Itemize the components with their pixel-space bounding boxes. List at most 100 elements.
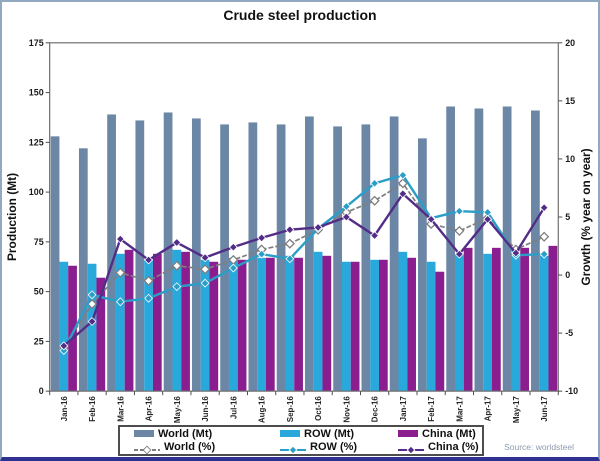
x-label-may-17: May-17: [512, 396, 521, 424]
legend-label-row-mt: ROW (Mt): [304, 427, 355, 440]
bar-world-mt-aug-16: [248, 122, 258, 392]
x-label-oct-16: Oct-16: [314, 396, 323, 421]
point-row-jan-16: [59, 346, 69, 355]
bar-row-mt-mar-17: [454, 253, 464, 392]
point-row-may-16: [172, 282, 182, 292]
bar-world-mt-oct-16: [304, 116, 314, 392]
bar-china-mt-aug-16: [265, 257, 275, 392]
legend-item-china-mt: China (Mt): [398, 428, 494, 440]
bar-row-mt-aug-16: [257, 257, 266, 392]
bar-china-mt-mar-16: [124, 249, 134, 392]
point-world-mar-17: [454, 225, 465, 237]
world-bar-swatch: [134, 430, 154, 438]
point-row-jan-17: [398, 170, 408, 180]
x-axis: Jan-16 Feb-16 Mar-16 Apr-16 May-16 Jun-16 Jul-…: [49, 391, 559, 424]
right-axis: -10 -5 0 5 10 15 20: [558, 38, 578, 396]
line-row: [62, 173, 545, 352]
point-china-apr-17: [483, 214, 493, 224]
bar-china-mt-nov-16: [350, 261, 360, 392]
x-label-jul-16: Jul-16: [229, 396, 238, 420]
point-china-jun-16: [200, 253, 210, 263]
point-china-aug-16: [257, 233, 267, 243]
bar-china-mt-sep-16: [294, 257, 303, 392]
bar-row-mt-oct-16: [313, 251, 323, 392]
bar-row-mt-may-17: [511, 253, 521, 392]
point-world-dec-16: [369, 195, 380, 206]
left-axis: 0 25 50 75 100 125 150 175: [29, 38, 50, 396]
right-tick-label: 0: [565, 270, 570, 280]
x-label-jun-17: Jun-17: [540, 396, 549, 422]
point-world-jun-16: [199, 264, 211, 275]
bar-world-mt-jan-17: [389, 116, 399, 392]
bar-world-mt-mar-16: [107, 114, 116, 392]
point-china-nov-16: [341, 212, 351, 222]
x-label-mar-17: Mar-17: [455, 396, 464, 422]
line-swatch-glyph: [398, 445, 424, 455]
left-tick-label: 175: [29, 38, 44, 48]
point-row-jul-16: [228, 263, 238, 273]
series-row-mt: [59, 249, 549, 392]
line-swatch-glyph: [280, 445, 306, 455]
point-world-apr-16: [143, 275, 154, 286]
left-tick-label: 100: [29, 187, 44, 197]
bar-china-mt-may-17: [520, 247, 529, 392]
point-china-may-17: [511, 248, 521, 258]
point-world-mar-16: [115, 267, 126, 278]
point-china-may-16: [172, 238, 182, 247]
point-world-jun-17: [539, 231, 550, 242]
right-tick-label: 15: [565, 96, 575, 106]
bar-world-mt-may-16: [163, 112, 173, 392]
x-label-feb-17: Feb-17: [427, 396, 436, 422]
bar-world-mt-jul-16: [220, 124, 229, 392]
legend-item-world-mt: World (Mt): [134, 428, 280, 440]
point-china-jan-16: [59, 341, 69, 351]
bar-china-mt-jul-16: [237, 259, 247, 392]
point-china-sep-16: [285, 225, 295, 235]
bar-row-mt-sep-16: [285, 255, 295, 392]
bar-world-mt-apr-17: [474, 108, 484, 392]
right-tick-label: -10: [565, 386, 578, 396]
bar-china-mt-jan-16: [68, 265, 77, 392]
point-row-jun-17: [539, 249, 549, 259]
source-caption: Source: worldsteel: [504, 442, 574, 452]
point-world-sep-16: [284, 238, 295, 249]
row-bar-swatch: [280, 430, 300, 438]
bar-china-mt-feb-16: [96, 277, 106, 392]
bar-row-mt-jan-17: [398, 251, 408, 392]
legend-item-world-pct: World (%): [134, 441, 280, 455]
world-line-swatch: [134, 442, 160, 455]
point-row-jun-16: [200, 278, 210, 288]
chart-title: Crude steel production: [223, 7, 377, 23]
legend-label-world-pct: World (%): [164, 441, 216, 454]
x-label-dec-16: Dec-16: [371, 396, 380, 423]
bar-world-mt-jan-16: [50, 136, 60, 392]
bar-world-mt-apr-16: [135, 120, 145, 392]
legend-label-china-pct: China (%): [428, 441, 479, 454]
bar-china-mt-apr-16: [152, 253, 162, 392]
bar-china-mt-feb-17: [435, 271, 445, 392]
point-china-jul-16: [228, 242, 238, 252]
point-china-mar-17: [454, 249, 464, 259]
x-label-aug-16: Aug-16: [258, 396, 267, 424]
point-china-apr-16: [144, 255, 154, 265]
x-label-sep-16: Sep-16: [286, 396, 295, 423]
point-china-dec-16: [370, 231, 380, 241]
x-label-feb-16: Feb-16: [88, 396, 97, 422]
left-tick-label: 125: [29, 137, 44, 147]
x-label-apr-17: Apr-17: [484, 396, 493, 422]
row-line-swatch: [280, 442, 306, 455]
bar-row-mt-apr-16: [144, 259, 153, 392]
point-row-aug-16: [257, 249, 267, 259]
point-china-jun-17: [539, 203, 549, 213]
x-label-nov-16: Nov-16: [342, 396, 351, 423]
bar-world-mt-feb-17: [418, 138, 427, 392]
bar-row-mt-jun-16: [200, 259, 210, 392]
point-row-feb-16: [87, 290, 97, 300]
bar-china-mt-jun-17: [548, 245, 558, 392]
left-tick-label: 50: [34, 287, 44, 297]
left-tick-label: 75: [34, 237, 44, 247]
right-tick-label: 10: [565, 154, 575, 164]
bar-world-mt-mar-17: [446, 106, 455, 392]
point-row-sep-16: [285, 254, 295, 264]
